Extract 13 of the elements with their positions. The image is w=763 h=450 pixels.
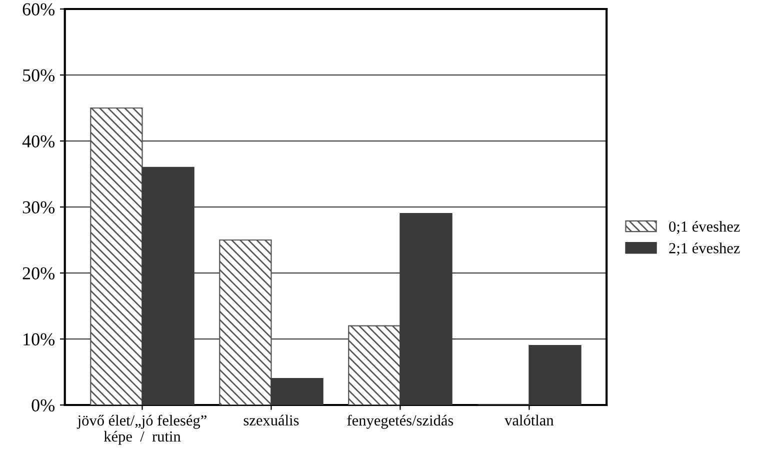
x-tick-label: fenyegetés/szidás bbox=[347, 414, 454, 429]
y-tick-label: 50% bbox=[23, 69, 55, 82]
x-tick-label: szexuális bbox=[244, 414, 299, 426]
legend-label: 2;1 éveshez bbox=[669, 242, 740, 256]
y-tick-label: 20% bbox=[22, 267, 55, 280]
x-tick-label: valótlan bbox=[504, 414, 554, 426]
y-tick-label: 10% bbox=[24, 333, 55, 346]
y-tick-label: 30% bbox=[22, 201, 55, 214]
legend-label: 0;1 éveshez bbox=[669, 220, 740, 234]
y-tick-label: 40% bbox=[22, 135, 55, 148]
x-tick-label: jövő élet/„jó feleség” képe / rutin bbox=[76, 414, 206, 445]
y-tick-label: 60% bbox=[22, 3, 55, 16]
y-tick-label: 0% bbox=[32, 399, 55, 412]
